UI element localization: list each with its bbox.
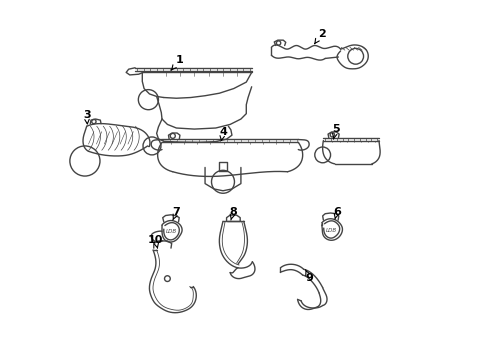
Text: 1: 1 [171, 55, 183, 70]
Text: 3: 3 [83, 111, 90, 124]
Text: 7: 7 [172, 207, 180, 220]
Text: LDB: LDB [325, 228, 337, 233]
Text: 6: 6 [332, 207, 340, 219]
Text: 10: 10 [147, 235, 163, 248]
Text: 5: 5 [331, 124, 339, 139]
Text: 8: 8 [229, 207, 236, 220]
Text: 2: 2 [314, 29, 325, 44]
Text: LDB: LDB [165, 229, 177, 234]
Text: 9: 9 [305, 270, 312, 283]
Text: 4: 4 [219, 127, 226, 140]
